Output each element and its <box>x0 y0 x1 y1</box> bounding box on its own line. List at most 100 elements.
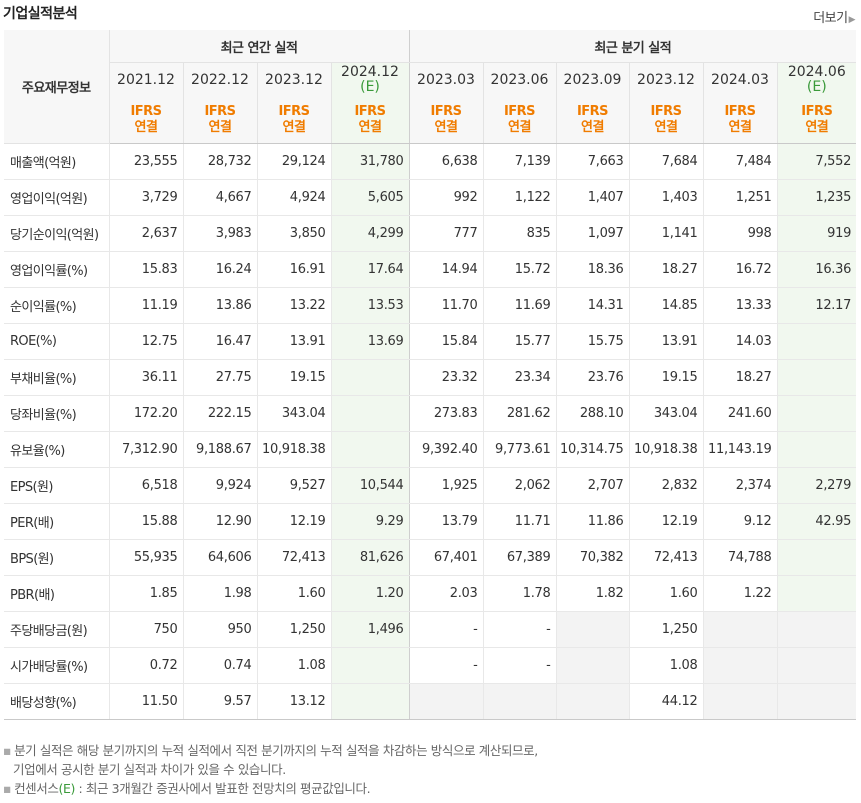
row-label: 영업이익률(%) <box>4 251 109 288</box>
value-cell <box>330 647 409 684</box>
value-cell: 14.85 <box>628 287 703 324</box>
value-cell: - <box>408 647 483 684</box>
value-cell: 6,638 <box>408 143 483 180</box>
value-cell: 81,626 <box>330 539 409 576</box>
value-cell: 281.62 <box>482 395 556 432</box>
value-cell: 13.53 <box>330 287 409 324</box>
value-cell: 835 <box>482 215 556 252</box>
value-cell: 67,401 <box>408 539 483 576</box>
row-label: 배당성향(%) <box>4 683 109 720</box>
value-cell: 343.04 <box>256 395 331 432</box>
period-label: 2024.06 <box>787 64 846 80</box>
value-cell: 14.94 <box>408 251 483 288</box>
consolidated-label: 연결 <box>282 120 306 135</box>
value-cell: 23,555 <box>108 143 183 180</box>
value-cell <box>330 431 409 468</box>
value-cell: 67,389 <box>482 539 556 576</box>
value-cell: 74,788 <box>702 539 777 576</box>
more-link[interactable]: 더보기▶ <box>813 7 855 26</box>
value-cell: 42.95 <box>776 503 857 540</box>
value-cell: 241.60 <box>702 395 777 432</box>
table-row: EPS(원) 6,518 9,924 9,527 10,544 1,925 2,062 2,7… <box>4 467 857 504</box>
value-cell: 64,606 <box>182 539 257 576</box>
table-row: 당좌비율(%) 172.20 222.15 343.04 273.83 281.62 288… <box>4 395 857 432</box>
ifrs-header: IFRS 연결 <box>108 97 183 144</box>
value-cell: 16.47 <box>182 323 257 360</box>
value-cell <box>776 323 857 360</box>
ifrs-label: IFRS <box>801 104 833 119</box>
quarter-group-header: 최근 분기 실적 <box>408 30 857 63</box>
value-cell: 28,732 <box>182 143 257 180</box>
value-cell: 1,925 <box>408 467 483 504</box>
ifrs-header: IFRS 연결 <box>182 97 257 144</box>
value-cell: 15.84 <box>408 323 483 360</box>
table-row: PBR(배) 1.85 1.98 1.60 1.20 2.03 1.78 1.82 1.60 1.… <box>4 575 857 612</box>
footnote-1-cont: 기업에서 공시한 분기 실적과 차이가 있을 수 있습니다. <box>13 762 286 777</box>
value-cell: 2,637 <box>108 215 183 252</box>
row-label: 시가배당률(%) <box>4 647 109 684</box>
value-cell: 9,527 <box>256 467 331 504</box>
value-cell: 11.19 <box>108 287 183 324</box>
value-cell: 15.83 <box>108 251 183 288</box>
row-label: 순이익률(%) <box>4 287 109 324</box>
value-cell <box>482 683 556 720</box>
value-cell: 0.74 <box>182 647 257 684</box>
value-cell: 1.82 <box>555 575 629 612</box>
ifrs-label: IFRS <box>724 104 756 119</box>
footnote-1: ▪ 분기 실적은 해당 분기까지의 누적 실적에서 직전 분기까지의 누적 실적을… <box>3 743 538 758</box>
consolidated-label: 연결 <box>805 120 829 135</box>
period-header: 2023.03 <box>408 62 483 97</box>
row-label: EPS(원) <box>4 467 109 504</box>
consolidated-label: 연결 <box>581 120 604 135</box>
row-label: 부채비율(%) <box>4 359 109 396</box>
value-cell: 13.69 <box>330 323 409 360</box>
value-cell <box>776 611 857 648</box>
value-cell: 992 <box>408 179 483 216</box>
value-cell: 27.75 <box>182 359 257 396</box>
table-row: 시가배당률(%) 0.72 0.74 1.08- -1.08 <box>4 647 857 684</box>
period-header: 2024.12 (E) <box>330 62 409 97</box>
period-header: 2021.12 <box>108 62 183 97</box>
value-cell: 9,188.67 <box>182 431 257 468</box>
value-cell: 9.29 <box>330 503 409 540</box>
value-cell: 13.79 <box>408 503 483 540</box>
value-cell: - <box>408 611 483 648</box>
value-cell: 2.03 <box>408 575 483 612</box>
chevron-right-icon: ▶ <box>848 15 856 25</box>
table-row: 순이익률(%) 11.19 13.86 13.22 13.53 11.70 11.69 14.… <box>4 287 857 324</box>
period-header: 2024.03 <box>702 62 777 97</box>
value-cell: 1.08 <box>628 647 703 684</box>
value-cell <box>330 359 409 396</box>
consolidated-label: 연결 <box>434 120 458 135</box>
value-cell: 3,983 <box>182 215 257 252</box>
value-cell <box>330 683 409 720</box>
value-cell: 9,392.40 <box>408 431 483 468</box>
row-label: 당기순이익(억원) <box>4 215 109 252</box>
value-cell: 2,832 <box>628 467 703 504</box>
value-cell: 1,097 <box>555 215 629 252</box>
ifrs-label: IFRS <box>354 104 386 119</box>
value-cell: 13.12 <box>256 683 331 720</box>
value-cell: 1,407 <box>555 179 629 216</box>
value-cell: 14.03 <box>702 323 777 360</box>
annual-group-header: 최근 연간 실적 <box>108 30 409 63</box>
value-cell: 172.20 <box>108 395 183 432</box>
period-label: 2024.03 <box>711 72 769 88</box>
value-cell <box>776 359 857 396</box>
row-label: PER(배) <box>4 503 109 540</box>
value-cell <box>776 575 857 612</box>
value-cell: 13.33 <box>702 287 777 324</box>
value-cell: 1,403 <box>628 179 703 216</box>
estimate-mark: (E) <box>806 79 827 95</box>
period-label: 2022.12 <box>191 72 249 88</box>
value-cell: 2,707 <box>555 467 629 504</box>
value-cell: 11.71 <box>482 503 556 540</box>
footnotes: ▪ 분기 실적은 해당 분기까지의 누적 실적에서 직전 분기까지의 누적 실적을… <box>3 741 538 798</box>
period-label: 2023.06 <box>490 72 549 88</box>
value-cell: 998 <box>702 215 777 252</box>
period-header: 2023.12 <box>628 62 703 97</box>
consolidated-label: 연결 <box>358 120 382 135</box>
value-cell: 13.86 <box>182 287 257 324</box>
period-header: 2023.12 <box>256 62 331 97</box>
value-cell: 2,062 <box>482 467 556 504</box>
